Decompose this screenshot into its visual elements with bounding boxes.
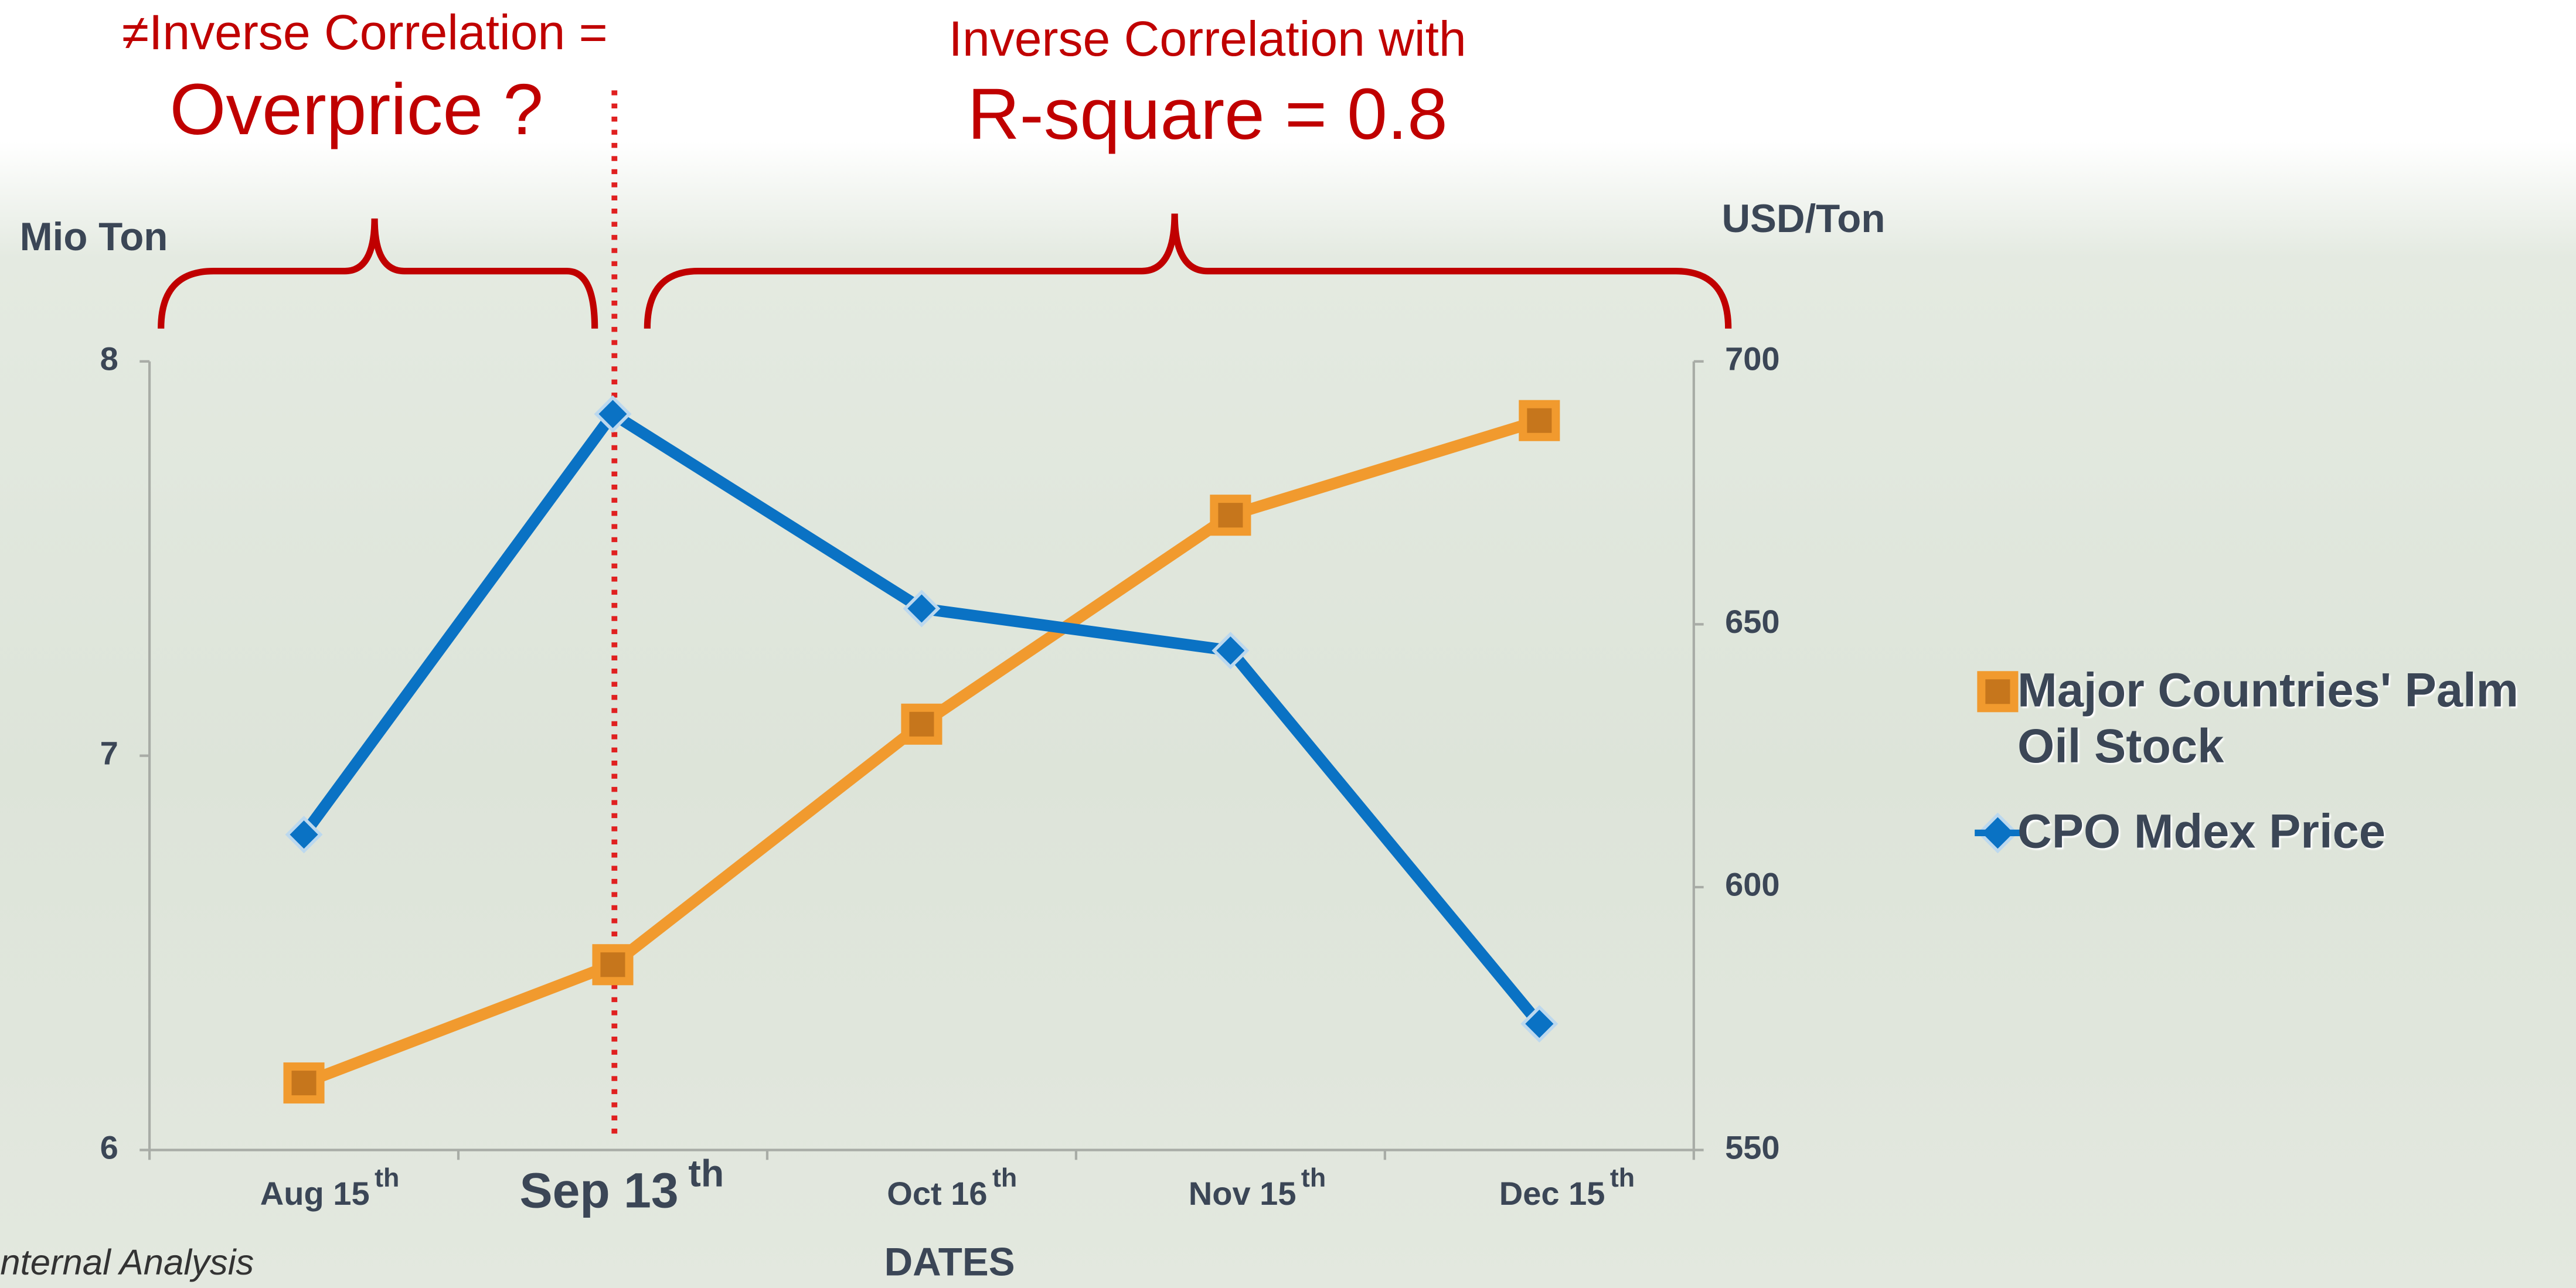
marker [283, 1062, 325, 1104]
x-tick-superscript: th [688, 1152, 724, 1194]
marker [901, 703, 942, 745]
marker [1520, 1005, 1558, 1043]
x-tick-label: Aug 15 [260, 1175, 370, 1212]
y2-tick-label: 700 [1725, 340, 1780, 377]
marker [1210, 495, 1251, 536]
x-tick-superscript: th [375, 1163, 399, 1192]
legend-marker [1977, 671, 2019, 713]
legend-label: CPO Mdex Price [2017, 806, 2386, 860]
x-tick-label: Dec 15 [1499, 1175, 1605, 1212]
y-tick-label: 8 [100, 340, 118, 377]
y-tick-label: 6 [100, 1129, 118, 1166]
x-tick-label: Nov 15 [1189, 1175, 1296, 1212]
marker [903, 590, 941, 628]
y-axis-label: Mio Ton [20, 215, 168, 259]
legend-entry: CPO Mdex Price [2017, 806, 2386, 860]
bracket [158, 218, 598, 329]
marker [1212, 632, 1250, 670]
y2-tick-label: 650 [1725, 603, 1780, 640]
annotation: R-square = 0.8 [968, 74, 1448, 155]
x-tick-superscript: th [1610, 1163, 1635, 1192]
x-axis-label: DATES [884, 1241, 1015, 1284]
annotation: Inverse Correlation with [949, 11, 1466, 66]
y2-axis-label: USD/Ton [1721, 197, 1885, 241]
marker [285, 816, 323, 854]
annotation: ≠Inverse Correlation = [122, 5, 608, 60]
x-tick-label: Oct 16 [887, 1175, 987, 1212]
x-tick-label: Sep 13 [520, 1163, 679, 1218]
x-tick-superscript: th [1301, 1163, 1326, 1192]
bracket [644, 213, 1732, 329]
legend-entry: Major Countries' Palm Oil Stock [2017, 665, 2519, 774]
source-note: Internal Analysis [0, 1242, 254, 1283]
x-tick-superscript: th [992, 1163, 1017, 1192]
annotation: Overprice ? [170, 69, 543, 150]
y2-tick-label: 550 [1725, 1129, 1780, 1166]
marker [592, 944, 634, 986]
marker [1519, 400, 1560, 441]
y2-tick-label: 600 [1725, 866, 1780, 903]
y-tick-label: 7 [100, 734, 118, 771]
marker [594, 395, 632, 433]
legend-label: Major Countries' Palm Oil Stock [2017, 665, 2519, 774]
